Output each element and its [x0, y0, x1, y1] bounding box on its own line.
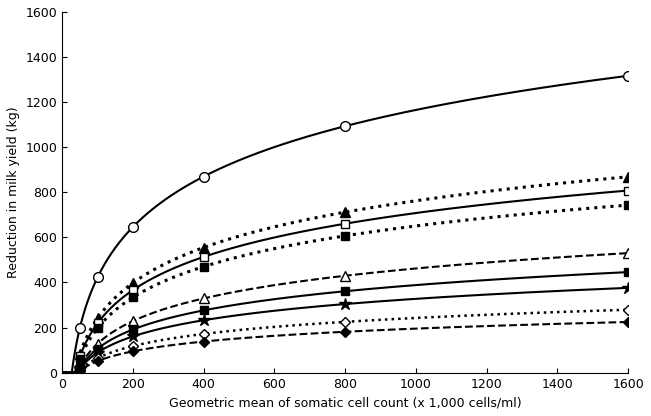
X-axis label: Geometric mean of somatic cell count (x 1,000 cells/ml): Geometric mean of somatic cell count (x …	[169, 396, 521, 409]
Y-axis label: Reduction in milk yield (kg): Reduction in milk yield (kg)	[7, 106, 20, 278]
